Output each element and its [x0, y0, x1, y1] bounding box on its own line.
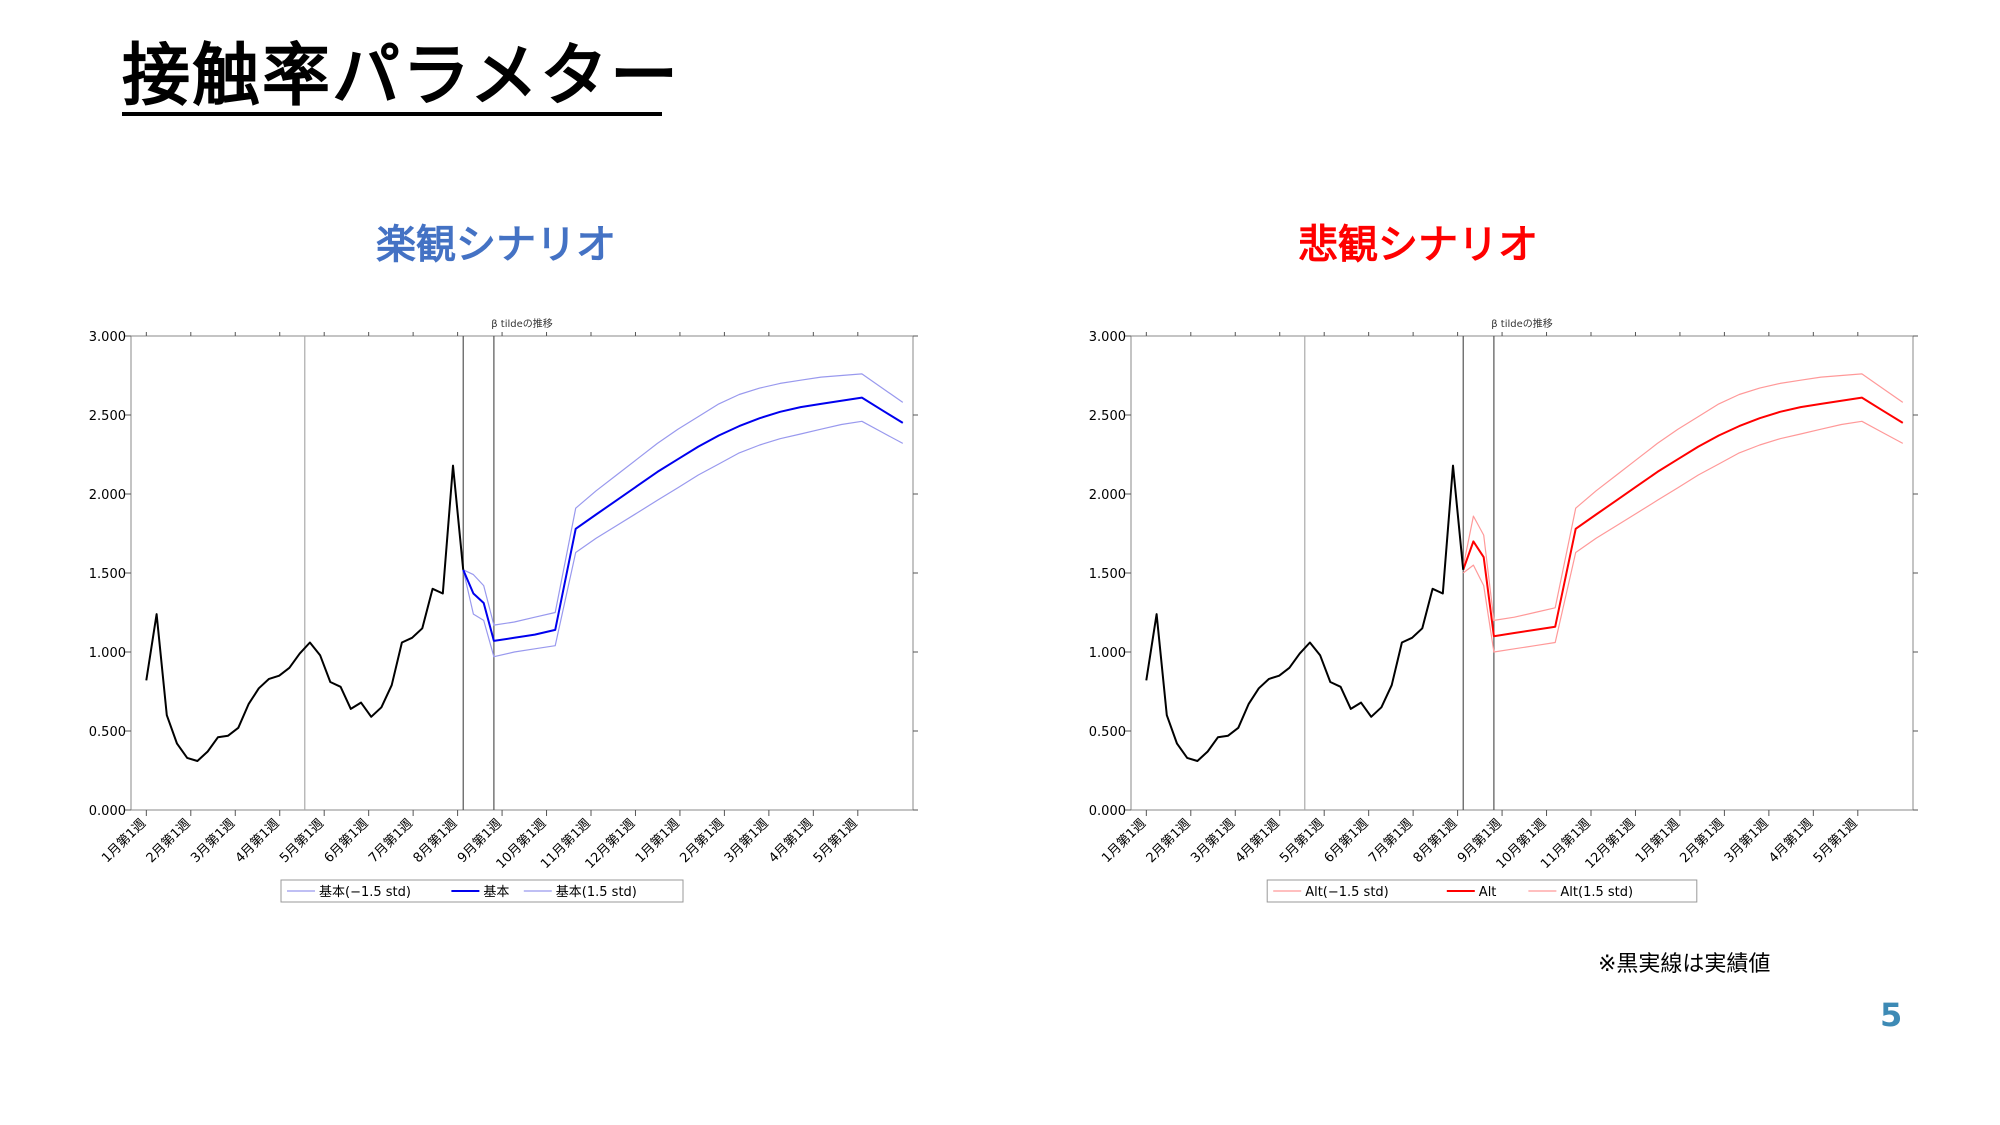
y-tick-label: 1.500 — [89, 567, 126, 582]
pessimistic-scenario-title: 悲観シナリオ — [1298, 222, 1538, 268]
x-tick-label: 2月第1週 — [144, 816, 194, 866]
x-tick-label: 3月第1週 — [1722, 816, 1772, 866]
y-tick-label: 3.000 — [1089, 330, 1126, 345]
x-tick-label: 5月第1週 — [277, 816, 327, 866]
series-main-line — [462, 396, 904, 642]
series-lower-band-line — [462, 420, 904, 658]
x-tick-label: 1月第1週 — [99, 816, 149, 866]
x-tick-label: 6月第1週 — [322, 816, 372, 866]
x-tick-label: 4月第1週 — [233, 816, 283, 866]
series-lower-band-line — [1462, 420, 1904, 653]
x-tick-label: 3月第1週 — [722, 816, 772, 866]
actual-series-line — [1145, 464, 1465, 762]
y-tick-label: 2.500 — [89, 409, 126, 424]
y-tick-label: 1.000 — [89, 646, 126, 661]
series-main-line — [1462, 396, 1904, 638]
plot-frame — [130, 335, 914, 811]
footnote: ※黒実線は実績値 — [1598, 952, 1771, 977]
legend-label: 基本(1.5 std) — [556, 885, 637, 900]
x-tick-label: 1月第1週 — [1099, 816, 1149, 866]
actual-series-line — [145, 464, 465, 762]
y-tick-label: 0.500 — [89, 725, 126, 740]
x-tick-label: 4月第1週 — [1233, 816, 1283, 866]
legend-box — [280, 879, 684, 903]
x-tick-label: 4月第1週 — [766, 816, 816, 866]
x-tick-label: 1月第1週 — [633, 816, 683, 866]
x-tick-label: 6月第1週 — [1322, 816, 1372, 866]
chart-title: β tildeの推移 — [491, 317, 553, 330]
plot-frame — [1130, 335, 1914, 811]
series-upper-band-line — [1462, 373, 1904, 621]
y-tick-label: 2.000 — [1089, 488, 1126, 503]
x-tick-label: 8月第1週 — [1411, 816, 1461, 866]
series-upper-band-line — [462, 373, 904, 626]
x-tick-label: 3月第1週 — [1188, 816, 1238, 866]
y-tick-label: 0.500 — [1089, 725, 1126, 740]
legend-label: 基本(−1.5 std) — [319, 885, 411, 900]
legend-label: Alt — [1479, 885, 1497, 900]
x-tick-label: 1月第1週 — [1633, 816, 1683, 866]
optimistic-beta-chart: β tildeの推移 0.000 0.500 1.000 1.500 2.000 2.500… — [89, 317, 918, 903]
y-tick-label: 0.000 — [89, 804, 126, 819]
page-number: 5 — [1880, 996, 1903, 1034]
legend-label: Alt(1.5 std) — [1560, 885, 1633, 900]
x-tick-label: 7月第1週 — [366, 816, 416, 866]
chart-title: β tildeの推移 — [1491, 317, 1553, 330]
y-tick-label: 2.000 — [89, 488, 126, 503]
pessimistic-beta-chart: β tildeの推移 0.000 0.500 1.000 1.500 2.000 2.500… — [1089, 317, 1918, 903]
x-tick-label: 2月第1週 — [1677, 816, 1727, 866]
legend-label: Alt(−1.5 std) — [1305, 885, 1389, 900]
x-tick-label: 5月第1週 — [1811, 816, 1861, 866]
y-tick-label: 3.000 — [89, 330, 126, 345]
optimistic-scenario-title: 楽観シナリオ — [376, 222, 616, 268]
title-underline — [122, 112, 662, 116]
slide-title: 接触率パラメター — [122, 37, 680, 116]
x-tick-label: 8月第1週 — [411, 816, 461, 866]
x-tick-label: 5月第1週 — [811, 816, 861, 866]
y-tick-label: 2.500 — [1089, 409, 1126, 424]
x-tick-label: 4月第1週 — [1766, 816, 1816, 866]
x-tick-label: 2月第1週 — [1144, 816, 1194, 866]
legend-box — [1266, 879, 1698, 903]
y-tick-label: 0.000 — [1089, 804, 1126, 819]
x-tick-label: 5月第1週 — [1277, 816, 1327, 866]
x-tick-label: 3月第1週 — [188, 816, 238, 866]
y-tick-label: 1.500 — [1089, 567, 1126, 582]
x-tick-label: 7月第1週 — [1366, 816, 1416, 866]
x-tick-label: 2月第1週 — [677, 816, 727, 866]
legend-label: 基本 — [483, 885, 509, 900]
y-tick-label: 1.000 — [1089, 646, 1126, 661]
